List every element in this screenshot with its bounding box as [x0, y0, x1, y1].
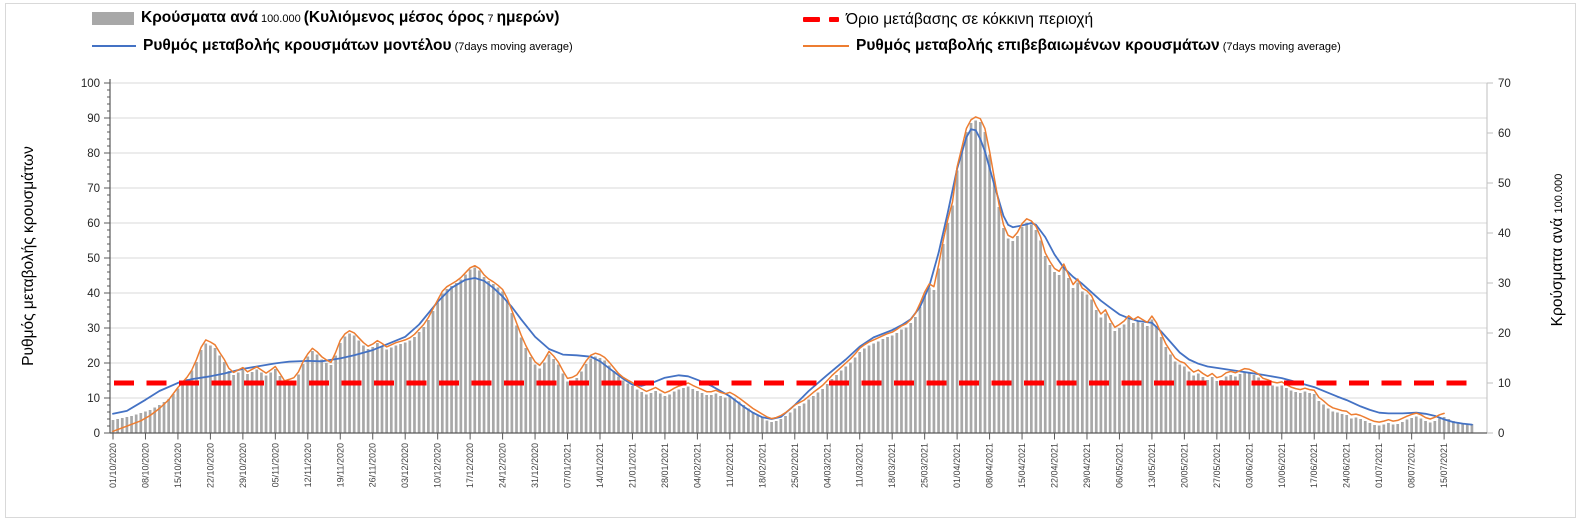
svg-text:31/12/2020: 31/12/2020	[530, 443, 540, 488]
svg-text:28/01/2021: 28/01/2021	[660, 443, 670, 488]
svg-text:50: 50	[87, 253, 100, 265]
svg-text:60: 60	[1498, 128, 1511, 140]
svg-text:21/01/2021: 21/01/2021	[627, 443, 637, 488]
svg-text:27/05/2021: 27/05/2021	[1212, 443, 1222, 488]
legend-item-confirmed-rate: Ρυθμός μεταβολής επιβεβαιωμένων κρουσμάτ…	[803, 37, 1341, 55]
svg-text:01/07/2021: 01/07/2021	[1374, 443, 1384, 488]
svg-text:10/12/2020: 10/12/2020	[433, 443, 443, 488]
svg-text:14/01/2021: 14/01/2021	[595, 443, 605, 488]
right-axis: 0 10 20 30 40 50 60 70	[1486, 78, 1511, 440]
svg-text:24/06/2021: 24/06/2021	[1342, 443, 1352, 488]
svg-text:06/05/2021: 06/05/2021	[1114, 443, 1124, 488]
svg-text:18/02/2021: 18/02/2021	[757, 443, 767, 488]
svg-text:90: 90	[87, 113, 100, 125]
legend-label: Ρυθμός μεταβολής επιβεβαιωμένων κρουσμάτ…	[856, 37, 1341, 54]
left-axis-title: Ρυθμός μεταβολής κρουσμάτων	[20, 146, 37, 366]
svg-text:100: 100	[81, 78, 100, 90]
svg-text:17/06/2021: 17/06/2021	[1309, 443, 1319, 488]
svg-text:08/04/2021: 08/04/2021	[985, 443, 995, 488]
svg-text:22/10/2020: 22/10/2020	[205, 443, 215, 488]
legend-label: Όριο μετάβασης σε κόκκινη περιοχή	[846, 11, 1094, 28]
svg-text:24/12/2020: 24/12/2020	[498, 443, 508, 488]
svg-text:11/03/2021: 11/03/2021	[855, 443, 865, 487]
svg-text:10: 10	[1498, 378, 1511, 390]
svg-text:30: 30	[1498, 278, 1511, 290]
x-axis: 01/10/2020 08/10/2020 15/10/2020 22/10/2020…	[108, 432, 1487, 488]
legend-label: Κρούσματα ανά 100.000 (Κυλιόμενος μέσος …	[141, 9, 560, 26]
svg-text:26/11/2020: 26/11/2020	[368, 443, 378, 487]
svg-text:15/04/2021: 15/04/2021	[1017, 443, 1027, 488]
svg-text:20: 20	[87, 358, 100, 370]
legend-item-threshold: Όριο μετάβασης σε κόκκινη περιοχή	[803, 11, 1093, 29]
svg-text:70: 70	[1498, 78, 1511, 90]
svg-text:17/12/2020: 17/12/2020	[465, 443, 475, 488]
svg-text:03/12/2020: 03/12/2020	[400, 443, 410, 488]
confirmed-line-swatch-icon	[803, 45, 849, 47]
svg-text:70: 70	[87, 183, 100, 195]
svg-text:18/03/2021: 18/03/2021	[887, 443, 897, 488]
svg-text:40: 40	[87, 288, 100, 300]
svg-text:20/05/2021: 20/05/2021	[1179, 443, 1189, 488]
svg-text:0: 0	[1498, 428, 1504, 440]
legend-item-cases-bars: Κρούσματα ανά 100.000 (Κυλιόμενος μέσος …	[92, 9, 559, 27]
left-axis: 0 10 20 30 40 50 60 70 80 90 100	[81, 78, 111, 440]
svg-text:20: 20	[1498, 328, 1511, 340]
svg-text:11/02/2021: 11/02/2021	[725, 443, 735, 487]
svg-text:04/02/2021: 04/02/2021	[692, 443, 702, 488]
svg-text:12/11/2020: 12/11/2020	[303, 443, 313, 487]
svg-text:29/04/2021: 29/04/2021	[1082, 443, 1092, 488]
svg-text:40: 40	[1498, 228, 1511, 240]
svg-text:30: 30	[87, 323, 100, 335]
right-axis-title: Κρούσματα ανά 100.000	[1549, 174, 1566, 327]
svg-text:01/04/2021: 01/04/2021	[952, 443, 962, 488]
svg-text:05/11/2020: 05/11/2020	[270, 443, 280, 487]
model-line-swatch-icon	[92, 45, 136, 47]
svg-text:10: 10	[87, 393, 100, 405]
threshold-swatch-icon	[803, 11, 839, 29]
svg-text:15/10/2020: 15/10/2020	[173, 443, 183, 488]
svg-text:07/01/2021: 07/01/2021	[563, 443, 573, 488]
svg-text:08/07/2021: 08/07/2021	[1407, 443, 1417, 488]
svg-text:13/05/2021: 13/05/2021	[1147, 443, 1157, 488]
svg-text:03/06/2021: 03/06/2021	[1244, 443, 1254, 488]
bars-swatch-icon	[92, 11, 134, 25]
svg-text:80: 80	[87, 148, 100, 160]
svg-text:50: 50	[1498, 178, 1511, 190]
svg-text:10/06/2021: 10/06/2021	[1277, 443, 1287, 488]
svg-text:29/10/2020: 29/10/2020	[238, 443, 248, 488]
bars-series	[111, 120, 1474, 433]
svg-text:08/10/2020: 08/10/2020	[140, 443, 150, 488]
svg-text:22/04/2021: 22/04/2021	[1050, 443, 1060, 488]
svg-text:60: 60	[87, 218, 100, 230]
svg-text:19/11/2020: 19/11/2020	[335, 443, 345, 487]
svg-text:15/07/2021: 15/07/2021	[1439, 443, 1449, 488]
svg-text:0: 0	[94, 428, 100, 440]
svg-text:25/03/2021: 25/03/2021	[920, 443, 930, 488]
legend-item-model-rate: Ρυθμός μεταβολής κρουσμάτων μοντέλου (7d…	[92, 37, 573, 55]
svg-text:04/03/2021: 04/03/2021	[822, 443, 832, 488]
legend-label: Ρυθμός μεταβολής κρουσμάτων μοντέλου (7d…	[143, 37, 573, 54]
svg-text:25/02/2021: 25/02/2021	[790, 443, 800, 488]
confirmed-line	[112, 116, 1445, 433]
svg-text:01/10/2020: 01/10/2020	[108, 443, 118, 488]
